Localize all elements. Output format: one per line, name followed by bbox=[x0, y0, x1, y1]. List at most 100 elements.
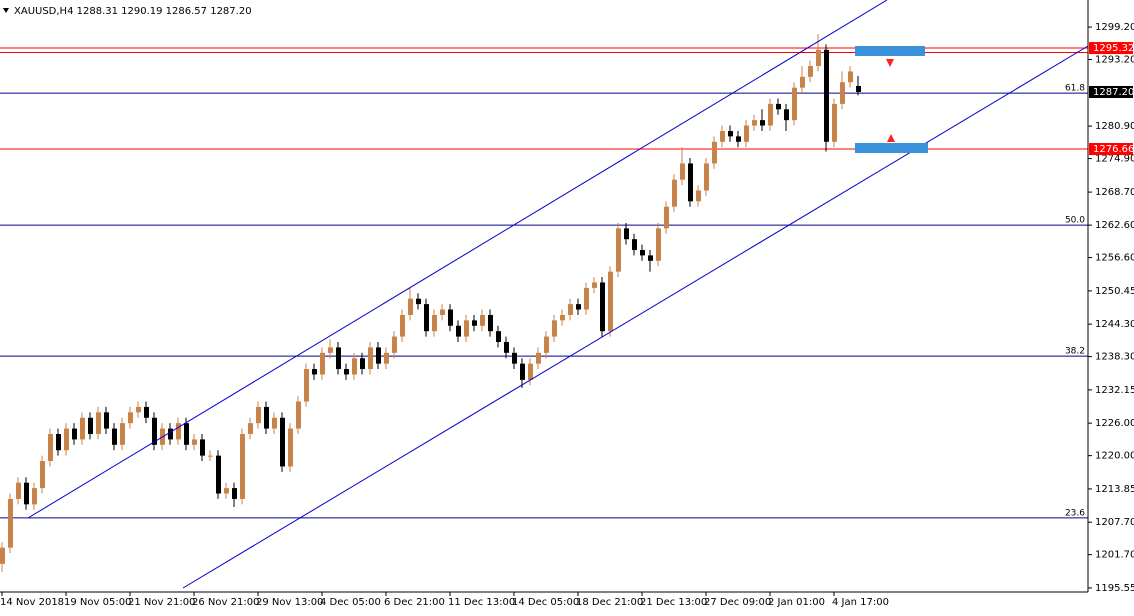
plot-area bbox=[0, 34, 1088, 572]
candle-body bbox=[648, 255, 653, 261]
candle-body bbox=[264, 406, 269, 429]
x-tick-label: 26 Nov 21:00 bbox=[192, 597, 259, 608]
price-box bbox=[1089, 42, 1133, 55]
candle-body bbox=[624, 228, 629, 240]
candle-body bbox=[208, 455, 213, 457]
y-tick-label: 1262.60 bbox=[1095, 220, 1134, 231]
candle-body bbox=[392, 336, 397, 353]
candle-body bbox=[40, 461, 45, 489]
candle-body bbox=[568, 304, 573, 315]
candle-body bbox=[56, 433, 61, 451]
y-tick-label: 1244.30 bbox=[1095, 319, 1134, 330]
zone bbox=[855, 46, 925, 56]
x-tick-label: 27 Dec 09:00 bbox=[704, 597, 771, 608]
candle-body bbox=[232, 488, 237, 499]
candle-body bbox=[504, 341, 509, 353]
y-tick-label: 1256.60 bbox=[1095, 253, 1134, 264]
x-tick-label: 4 Jan 17:00 bbox=[832, 597, 889, 608]
last-price-box bbox=[1089, 85, 1133, 98]
candle-body bbox=[320, 352, 325, 375]
candle-body bbox=[88, 417, 93, 434]
candle-body bbox=[712, 141, 717, 164]
candle-body bbox=[448, 309, 453, 326]
candle-body bbox=[768, 103, 773, 126]
candle-body bbox=[512, 352, 517, 364]
candle-body bbox=[224, 488, 229, 494]
arrow-down bbox=[886, 59, 894, 67]
candle-body bbox=[312, 369, 317, 375]
candle-body bbox=[536, 352, 541, 364]
candle-body bbox=[32, 488, 37, 505]
candle-body bbox=[688, 163, 693, 202]
candle-body bbox=[832, 103, 837, 142]
candle-body bbox=[184, 423, 189, 445]
candle-body bbox=[800, 76, 805, 88]
candle-body bbox=[280, 417, 285, 467]
candle-body bbox=[544, 336, 549, 353]
candle-body bbox=[296, 401, 301, 429]
candle-body bbox=[728, 130, 733, 137]
candle-body bbox=[672, 179, 677, 207]
y-tick-label: 1280.90 bbox=[1095, 121, 1134, 132]
candle-body bbox=[304, 369, 309, 402]
candle-body bbox=[816, 49, 821, 67]
candle-body bbox=[840, 82, 845, 104]
candle-body bbox=[368, 347, 373, 370]
candle-body bbox=[656, 228, 661, 261]
candle-body bbox=[432, 314, 437, 332]
candle-body bbox=[192, 439, 197, 445]
candle-body bbox=[744, 125, 749, 142]
level-label: 23.6 bbox=[1065, 508, 1085, 518]
y-tick-label: 1299.20 bbox=[1095, 22, 1134, 33]
candle-body bbox=[560, 314, 565, 321]
candle-body bbox=[584, 287, 589, 310]
candle-body bbox=[616, 228, 621, 272]
candle-body bbox=[760, 120, 765, 126]
candle-body bbox=[144, 406, 149, 418]
candle-body bbox=[16, 482, 21, 499]
candle-body bbox=[384, 352, 389, 364]
y-tick-label: 1207.70 bbox=[1095, 517, 1134, 528]
x-tick-label: 14 Dec 05:00 bbox=[512, 597, 579, 608]
candle-body bbox=[480, 314, 485, 326]
x-tick-label: 11 Dec 13:00 bbox=[448, 597, 515, 608]
y-tick-label: 1293.20 bbox=[1095, 55, 1134, 66]
candle-body bbox=[424, 304, 429, 332]
arrow-up bbox=[887, 134, 895, 142]
candle-body bbox=[456, 325, 461, 337]
candle-body bbox=[120, 423, 125, 445]
candle-body bbox=[664, 206, 669, 229]
candle-body bbox=[696, 190, 701, 202]
candle-body bbox=[80, 417, 85, 440]
candle-body bbox=[440, 309, 445, 315]
candle-body bbox=[416, 298, 421, 305]
candle-body bbox=[408, 298, 413, 315]
candle-body bbox=[736, 136, 741, 142]
candle-body bbox=[336, 347, 341, 370]
x-tick-label: 2 Jan 01:00 bbox=[768, 597, 825, 608]
candle-body bbox=[848, 71, 853, 83]
candle-body bbox=[24, 482, 29, 505]
candle-body bbox=[776, 103, 781, 110]
candle-body bbox=[784, 109, 789, 121]
candle-body bbox=[576, 304, 581, 310]
candle-body bbox=[680, 163, 685, 180]
candle-body bbox=[288, 428, 293, 467]
menu-icon[interactable] bbox=[3, 8, 9, 13]
y-tick-label: 1213.85 bbox=[1095, 484, 1134, 495]
price-box-label: 1276.66 bbox=[1093, 144, 1134, 155]
candle-body bbox=[256, 406, 261, 424]
candle-body bbox=[792, 87, 797, 121]
candle-body bbox=[488, 314, 493, 332]
trend-line bbox=[27, 0, 888, 519]
level-label: 50.0 bbox=[1065, 216, 1085, 226]
candle-body bbox=[520, 363, 525, 380]
x-tick-label: 29 Nov 13:00 bbox=[256, 597, 323, 608]
candle-body bbox=[344, 369, 349, 375]
candle-body bbox=[248, 423, 253, 434]
candle-body bbox=[720, 130, 725, 142]
candle-body bbox=[72, 428, 77, 440]
candle-body bbox=[112, 428, 117, 445]
candle-body bbox=[200, 439, 205, 456]
